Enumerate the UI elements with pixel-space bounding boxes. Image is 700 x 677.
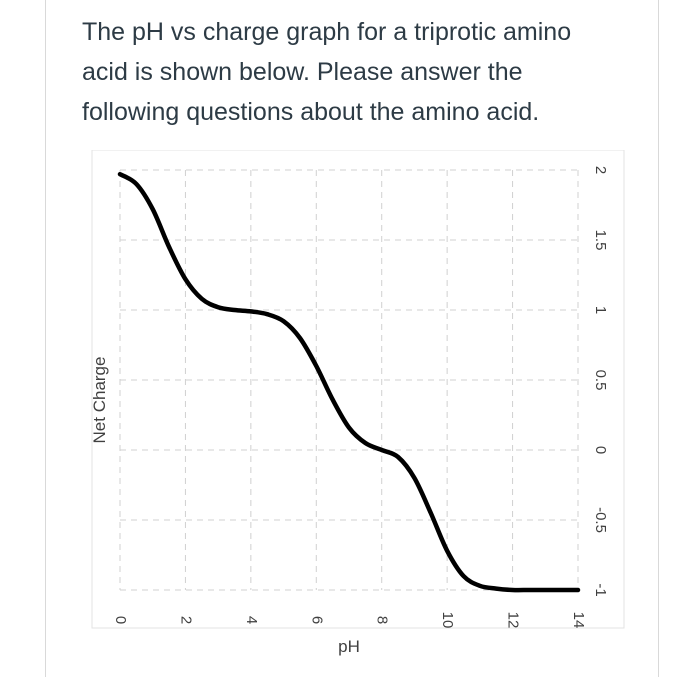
- x-tick-label: 6: [308, 616, 325, 624]
- x-tick-labels: 0 2 4 6 8 10 12 14: [112, 612, 587, 629]
- x-tick-label: 10: [439, 612, 456, 629]
- x-tick-label: 0: [112, 616, 129, 624]
- x-tick-label: 8: [374, 616, 391, 624]
- question-text: The pH vs charge graph for a triprotic a…: [82, 18, 572, 126]
- x-tick-label: 4: [243, 616, 260, 624]
- y-tick-label: -1: [592, 583, 609, 596]
- y-tick-labels: 2 1.5 1 0.5 0 -0.5 -1: [592, 166, 609, 597]
- series-line: [117, 171, 581, 593]
- x-axis-label: pH: [338, 637, 360, 656]
- chart-container: 0 2 4 6 8 10 12 14 2 1.5 1 0.5 0 -0.5 -1 pH Net Charg…: [82, 149, 628, 670]
- chart-frame: [91, 149, 625, 629]
- card-right-border: [658, 0, 659, 677]
- x-tick-label: 2: [177, 616, 194, 624]
- y-axis-label: Net Charge: [90, 357, 109, 444]
- chart-series: [117, 171, 581, 593]
- y-tick-label: 0: [592, 446, 609, 454]
- x-tick-label: 12: [505, 612, 522, 629]
- chart-grid: [119, 169, 579, 591]
- y-tick-label: 0.5: [592, 370, 609, 391]
- card-left-border: [45, 0, 46, 677]
- y-tick-label: -0.5: [592, 507, 609, 533]
- ph-charge-chart: 0 2 4 6 8 10 12 14 2 1.5 1 0.5 0 -0.5 -1 pH Net Charg…: [90, 149, 625, 656]
- y-tick-label: 1.5: [592, 230, 609, 251]
- y-tick-label: 1: [592, 306, 609, 314]
- y-tick-label: 2: [592, 166, 609, 174]
- plot-frame: [91, 149, 625, 629]
- x-tick-label: 14: [570, 612, 587, 629]
